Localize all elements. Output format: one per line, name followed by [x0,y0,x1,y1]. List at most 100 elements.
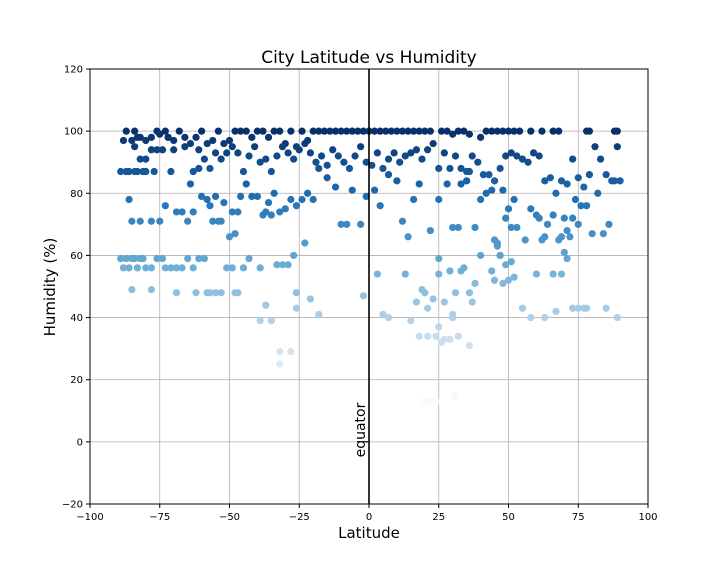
data-point [541,313,549,322]
data-point [253,192,261,200]
data-point [502,261,510,269]
data-point [256,317,264,325]
data-point [231,127,239,135]
data-point [490,276,499,284]
data-point [384,313,393,322]
data-point [596,155,605,163]
data-point [142,155,150,163]
y-tick-label: 40 [70,313,83,324]
data-point [131,127,139,135]
data-point [161,127,169,135]
data-point [273,152,281,160]
data-point [326,127,334,135]
data-point [184,217,192,225]
data-point [538,127,546,135]
data-point [410,195,418,204]
data-point [549,127,557,135]
data-point [574,220,582,228]
data-point [384,171,393,179]
data-point [563,226,571,235]
data-point [504,205,513,213]
data-point [493,239,501,247]
data-point [198,127,206,135]
y-tick-label: 120 [64,65,83,76]
data-point [496,164,504,173]
data-point [569,155,577,163]
data-point [251,143,259,151]
data-point [446,335,454,343]
data-point [577,202,585,210]
data-points [117,127,624,406]
data-point [482,127,490,135]
data-point [220,199,228,207]
data-point [276,360,284,368]
data-point [172,264,181,272]
data-point [309,127,317,135]
data-point [549,270,557,278]
data-point [502,214,510,222]
data-point [449,130,457,138]
data-point [552,307,560,315]
y-tick-label: 0 [77,437,83,448]
data-point [412,146,421,154]
x-tick-label: −100 [76,512,103,523]
data-point [513,152,521,160]
data-point [340,158,348,166]
data-point [432,397,440,406]
data-point [304,189,312,197]
data-point [276,208,284,216]
data-point [323,174,331,182]
data-point [264,133,273,141]
data-point [474,158,482,166]
y-tick-label: 20 [70,375,83,386]
data-point [373,149,381,157]
data-point [479,171,487,179]
data-point [223,264,231,272]
data-point [454,127,462,135]
data-point [119,136,128,145]
data-point [546,174,554,182]
data-point [499,279,507,287]
equator-annotation: equator [353,402,369,457]
data-point [563,180,571,188]
data-point [449,310,457,319]
data-point [234,149,242,157]
data-point [228,264,236,272]
data-point [602,171,610,179]
data-point [440,149,448,157]
data-point [555,127,563,135]
data-point [323,161,331,169]
x-tick-label: −25 [289,512,310,523]
data-point [351,152,359,160]
data-point [410,127,418,135]
y-tick-label: 60 [70,251,83,262]
data-point [429,295,437,303]
data-point [158,146,167,154]
data-point [337,127,345,135]
data-point [245,254,253,263]
data-point [418,155,426,163]
data-point [566,233,574,241]
data-point [175,127,183,135]
data-point [153,146,161,154]
x-tick-label: −50 [219,512,240,523]
data-point [292,289,301,297]
data-point [198,192,206,200]
data-point [451,289,460,297]
data-point [161,202,169,210]
data-point [583,304,591,312]
data-point [465,130,474,138]
data-point [329,146,337,154]
data-point [189,208,197,216]
data-point [569,214,577,222]
data-point [262,208,270,216]
data-point [443,127,451,135]
data-point [262,301,270,309]
data-point [384,155,393,163]
data-point [387,127,395,135]
data-point [368,161,376,169]
data-point [591,143,599,151]
data-point [220,139,228,148]
data-point [359,292,368,300]
data-point [172,289,181,297]
